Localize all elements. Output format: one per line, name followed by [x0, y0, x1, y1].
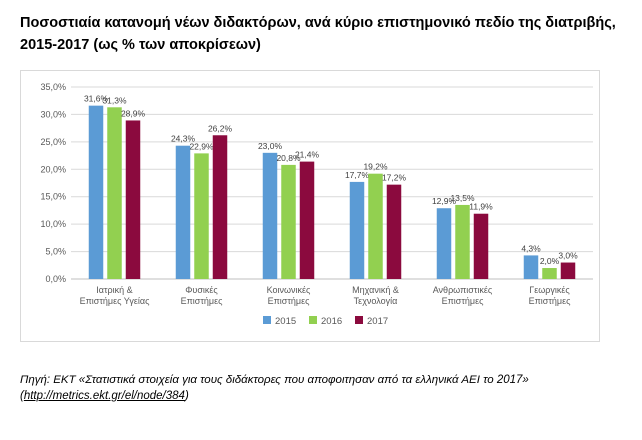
source-link[interactable]: http://metrics.ekt.gr/el/node/384	[23, 390, 185, 402]
x-tick-label: Επιστήμες	[442, 296, 485, 306]
bar	[386, 184, 402, 279]
x-tick-label: Φυσικές	[185, 285, 218, 295]
data-label: 31,3%	[102, 95, 127, 105]
x-tick-label: Επιστήμες	[181, 296, 224, 306]
x-tick-label: Επιστήμες	[268, 296, 311, 306]
y-tick-label: 15,0%	[40, 192, 66, 202]
bar	[299, 161, 315, 279]
bar	[368, 173, 383, 279]
data-label: 2,0%	[540, 256, 560, 266]
x-tick-label: Επιστήμες Υγείας	[80, 296, 150, 306]
legend-swatch	[309, 316, 317, 324]
data-label: 31,6%	[84, 94, 109, 104]
data-label: 26,2%	[208, 123, 233, 133]
x-tick-label: Γεωργικές	[529, 285, 570, 295]
y-tick-label: 35,0%	[40, 82, 66, 92]
bar	[125, 120, 141, 279]
source-link-open: (	[20, 390, 24, 402]
y-tick-label: 25,0%	[40, 137, 66, 147]
x-tick-label: Τεχνολογία	[354, 296, 398, 306]
chart-title-line-2: 2015-2017 (ως % των αποκρίσεων)	[20, 37, 261, 53]
bar	[194, 153, 209, 279]
bar	[523, 255, 539, 279]
data-label: 17,7%	[345, 170, 370, 180]
legend-swatch	[263, 316, 271, 324]
bar	[455, 204, 470, 279]
data-label: 20,8%	[276, 153, 301, 163]
y-tick-label: 5,0%	[45, 247, 66, 257]
source-text: Πηγή: ΕΚΤ «Στατιστικά στοιχεία για τους …	[20, 374, 529, 386]
source-link-close: )	[184, 390, 189, 402]
source-note: Πηγή: ΕΚΤ «Στατιστικά στοιχεία για τους …	[20, 372, 630, 404]
x-tick-label: Ανθρωπιστικές	[433, 285, 493, 295]
legend-label: 2015	[275, 316, 296, 327]
data-label: 17,2%	[382, 173, 407, 183]
x-tick-label: Επιστήμες	[529, 296, 572, 306]
source-link-line: (http://metrics.ekt.gr/el/node/384)	[20, 388, 630, 404]
y-tick-label: 10,0%	[40, 219, 66, 229]
legend-swatch	[355, 316, 363, 324]
data-label: 19,2%	[363, 162, 388, 172]
chart-title-line-1: Ποσοστιαία κατανομή νέων διδακτόρων, ανά…	[20, 15, 616, 31]
bar	[175, 145, 191, 279]
x-tick-label: Ιατρική &	[96, 285, 132, 295]
bar	[107, 107, 122, 279]
chart-frame: 0,0% 5,0% 10,0% 15,0% 20,0% 25,0% 30,0% 35,0% 31…	[20, 70, 600, 342]
data-label: 28,9%	[121, 108, 146, 118]
data-label: 13,5%	[450, 193, 475, 203]
chart-title: Ποσοστιαία κατανομή νέων διδακτόρων, ανά…	[20, 12, 630, 56]
bar	[349, 181, 365, 279]
data-label: 23,0%	[258, 141, 283, 151]
bar	[560, 262, 576, 279]
data-label: 12,9%	[432, 196, 457, 206]
y-tick-label: 20,0%	[40, 164, 66, 174]
y-tick-label: 30,0%	[40, 109, 66, 119]
bar-chart: 0,0% 5,0% 10,0% 15,0% 20,0% 25,0% 30,0% 35,0% 31…	[40, 82, 593, 327]
bar	[262, 152, 278, 279]
data-label: 3,0%	[558, 251, 578, 261]
bar	[281, 164, 296, 279]
bar	[542, 268, 557, 279]
bar	[212, 135, 228, 279]
x-tick-label: Κοινωνικές	[267, 285, 311, 295]
x-tick-label: Μηχανική &	[352, 285, 399, 295]
data-label: 4,3%	[521, 243, 541, 253]
bar	[436, 208, 452, 279]
bar	[88, 105, 104, 279]
legend-label: 2017	[367, 316, 388, 327]
legend-label: 2016	[321, 316, 342, 327]
bar	[473, 213, 489, 279]
data-label: 22,9%	[189, 141, 214, 151]
data-label: 24,3%	[171, 134, 196, 144]
y-tick-label: 0,0%	[45, 274, 66, 284]
data-label: 11,9%	[469, 202, 493, 212]
data-label: 21,4%	[295, 150, 320, 160]
